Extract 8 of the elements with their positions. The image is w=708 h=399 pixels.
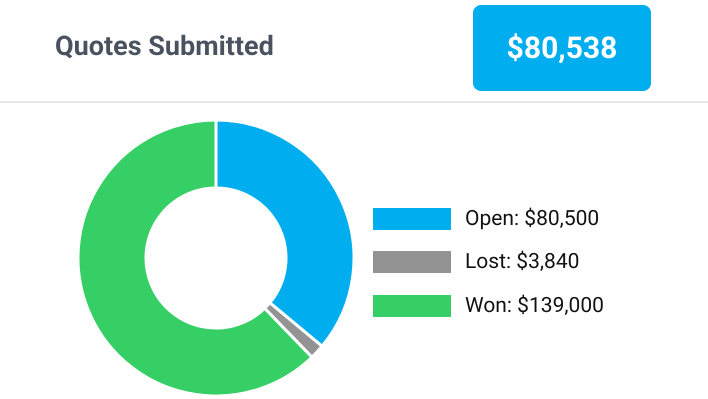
text: $80,538: [473, 5, 651, 91]
data-label: : $3,840: [506, 250, 580, 274]
legend-label: Won: [465, 294, 507, 318]
chart-title: Quotes Submitted: [55, 30, 274, 62]
legend-label: Lost: [465, 250, 506, 274]
data-label: : $80,500: [514, 206, 600, 231]
data-label: : $139,000: [506, 294, 604, 318]
legend-label: Open: [465, 206, 514, 231]
